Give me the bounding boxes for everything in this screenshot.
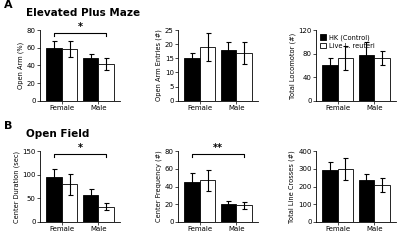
Bar	[374, 58, 390, 101]
Bar	[221, 204, 236, 222]
Y-axis label: Open Arm (%): Open Arm (%)	[18, 42, 24, 89]
Bar	[338, 169, 353, 222]
Y-axis label: Center Frequency (#): Center Frequency (#)	[156, 151, 162, 223]
Bar	[62, 49, 78, 101]
Y-axis label: Total Locomotor (#): Total Locomotor (#)	[289, 32, 296, 99]
Bar	[46, 177, 62, 222]
Bar	[83, 195, 98, 222]
Y-axis label: Center Duration (sec): Center Duration (sec)	[13, 150, 20, 223]
Text: Open Field: Open Field	[26, 129, 89, 139]
Text: **: **	[213, 143, 223, 153]
Y-axis label: Total Line Crosses (#): Total Line Crosses (#)	[289, 150, 295, 223]
Bar	[200, 180, 215, 222]
Bar	[322, 170, 338, 222]
Bar	[358, 55, 374, 101]
Legend: HK (Control), Live L. reuteri: HK (Control), Live L. reuteri	[319, 34, 376, 50]
Bar	[98, 207, 114, 222]
Text: A: A	[4, 0, 13, 10]
Bar	[236, 53, 252, 101]
Text: *: *	[78, 143, 82, 153]
Bar	[374, 185, 390, 222]
Y-axis label: Open Arm Entries (#): Open Arm Entries (#)	[156, 29, 162, 101]
Text: *: *	[78, 22, 82, 32]
Text: B: B	[4, 121, 12, 131]
Bar	[83, 58, 98, 101]
Bar	[358, 180, 374, 222]
Bar	[221, 50, 236, 101]
Bar	[98, 64, 114, 101]
Bar	[62, 184, 78, 222]
Bar	[200, 47, 215, 101]
Bar	[184, 182, 200, 222]
Text: Elevated Plus Maze: Elevated Plus Maze	[26, 8, 140, 18]
Bar	[184, 58, 200, 101]
Bar	[322, 66, 338, 101]
Bar	[46, 48, 62, 101]
Bar	[338, 58, 353, 101]
Bar	[236, 205, 252, 222]
